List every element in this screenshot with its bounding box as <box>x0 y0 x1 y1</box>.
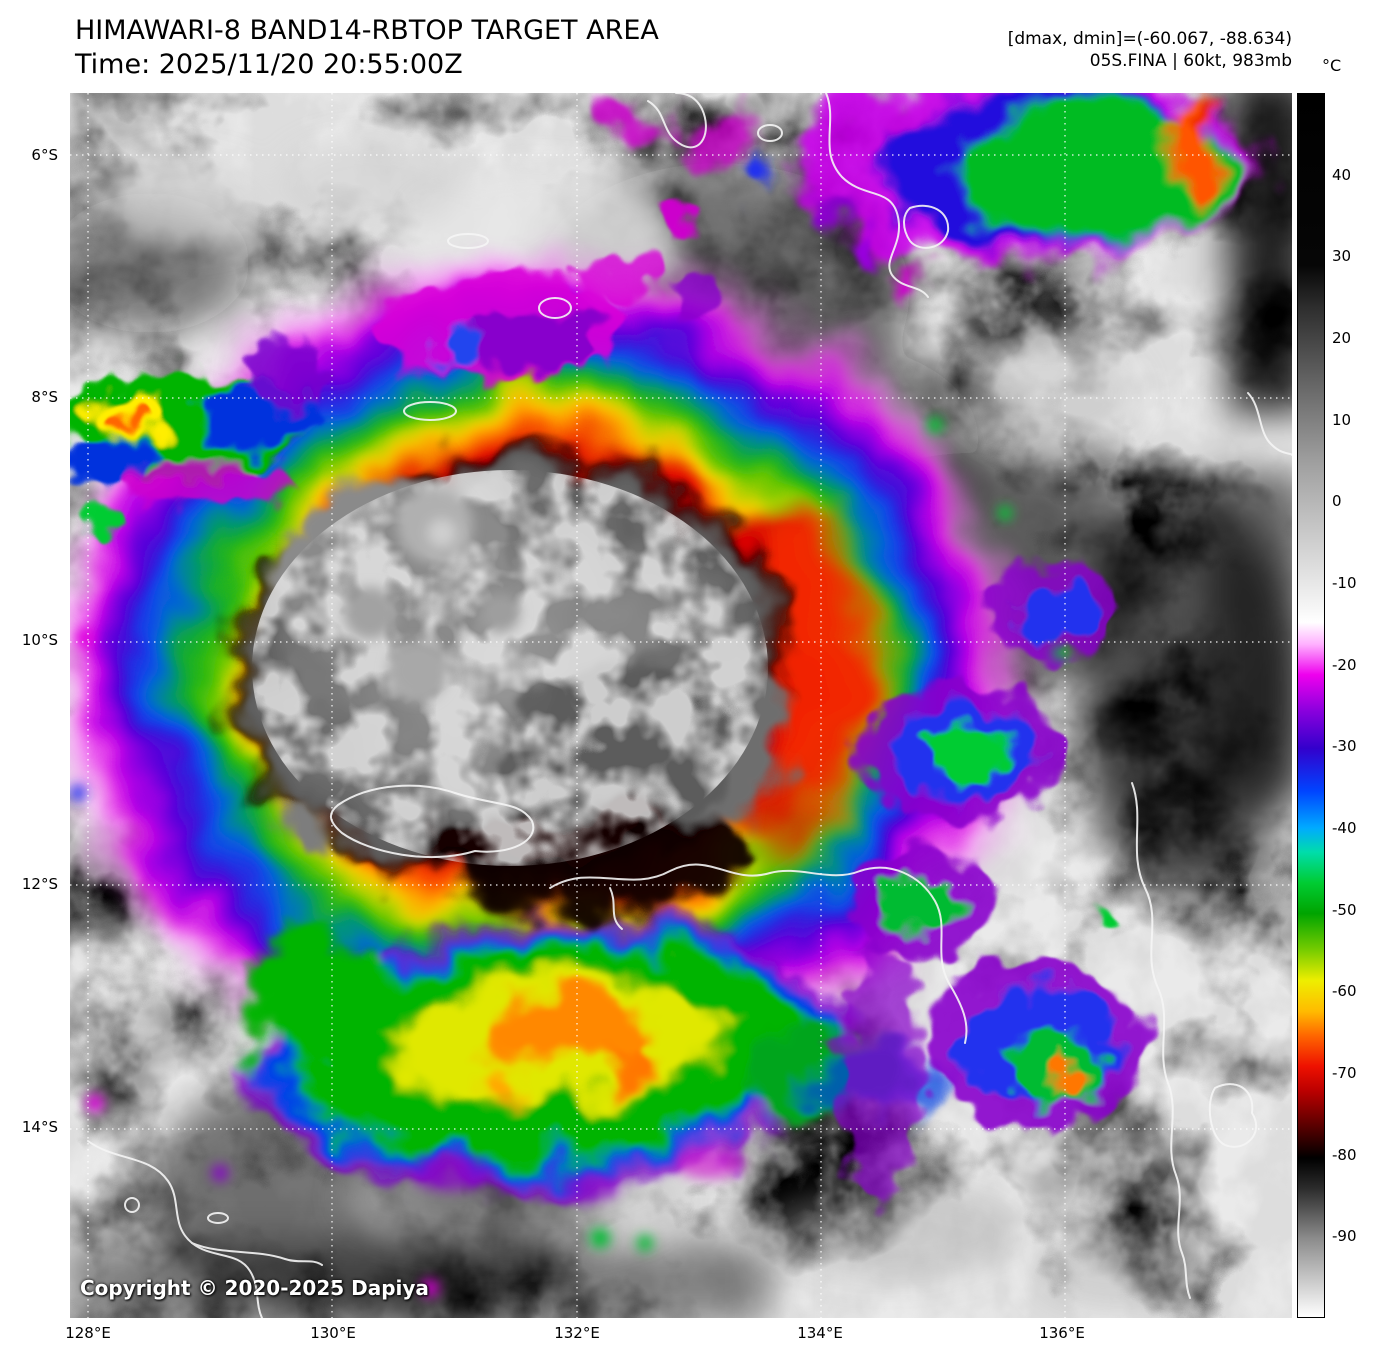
eastern-convective-cells <box>840 560 1145 1203</box>
timestamp: Time: 2025/11/20 20:55:00Z <box>75 49 463 80</box>
copyright-watermark: Copyright © 2020-2025 Dapiya <box>80 1276 429 1300</box>
colorbar-tick-label: 30 <box>1332 247 1352 265</box>
colorbar-tick-label: -10 <box>1332 574 1357 592</box>
lon-axis-label: 128°E <box>65 1324 111 1342</box>
page-title: HIMAWARI-8 BAND14-RBTOP TARGET AREA <box>75 15 659 46</box>
colorbar-tick-label: -60 <box>1332 982 1357 1000</box>
overshooting-tops <box>344 487 520 701</box>
colorbar-tick-label: 10 <box>1332 411 1352 429</box>
northern-cold-patches <box>375 208 722 378</box>
colorbar-tick-label: 0 <box>1332 492 1342 510</box>
western-band <box>70 333 325 535</box>
lon-axis-label: 134°E <box>797 1324 843 1342</box>
colorbar-tick-label: -70 <box>1332 1064 1357 1082</box>
lat-axis-label: 6°S <box>31 146 58 164</box>
lon-axis-label: 130°E <box>310 1324 356 1342</box>
northeast-convection <box>595 93 1260 295</box>
dmax-dmin-annotation: [dmax, dmin]=(-60.067, -88.634) <box>1007 29 1292 49</box>
lat-axis-label: 8°S <box>31 388 58 406</box>
lat-axis-label: 12°S <box>21 875 58 893</box>
header: HIMAWARI-8 BAND14-RBTOP TARGET AREA Time… <box>75 14 659 82</box>
colorbar-tick-label: 40 <box>1332 166 1352 184</box>
lat-axis-label: 14°S <box>21 1118 58 1136</box>
colorbar-tick-label: 20 <box>1332 329 1352 347</box>
colorbar-tick-label: -20 <box>1332 656 1357 674</box>
southern-rainband <box>243 911 934 1195</box>
colorbar-unit-label: °C <box>1322 56 1342 75</box>
annotations: [dmax, dmin]=(-60.067, -88.634) 05S.FINA… <box>1008 28 1292 72</box>
plot-area: Copyright © 2020-2025 Dapiya <box>70 93 1292 1318</box>
lon-axis-label: 132°E <box>554 1324 600 1342</box>
cdo-texture <box>252 470 768 866</box>
coastline-overlay <box>87 93 1292 1318</box>
satellite-image <box>70 93 1292 1318</box>
colorbar-tick-label: -30 <box>1332 737 1357 755</box>
colorbar-tick-label: -50 <box>1332 901 1357 919</box>
colorbar-tick-label: -40 <box>1332 819 1357 837</box>
latlon-grid <box>70 93 1292 1318</box>
storm-info-annotation: 05S.FINA | 60kt, 983mb <box>1089 51 1292 71</box>
colorbar-tick-label: -80 <box>1332 1146 1357 1164</box>
colorbar-tick-label: -90 <box>1332 1227 1357 1245</box>
lon-axis-label: 136°E <box>1039 1324 1085 1342</box>
lat-axis-label: 10°S <box>21 631 58 649</box>
colorbar-tick-labels: 40 30 20 10 0 -10 -20 -30 -40 -50 -60 -7… <box>1332 93 1384 1318</box>
cold-cloud-specks <box>70 417 1067 1297</box>
longitude-axis: 128°E 130°E 132°E 134°E 136°E <box>0 1324 1388 1348</box>
colorbar <box>1297 93 1325 1318</box>
latitude-axis: 6°S 8°S 10°S 12°S 14°S <box>0 0 64 1359</box>
